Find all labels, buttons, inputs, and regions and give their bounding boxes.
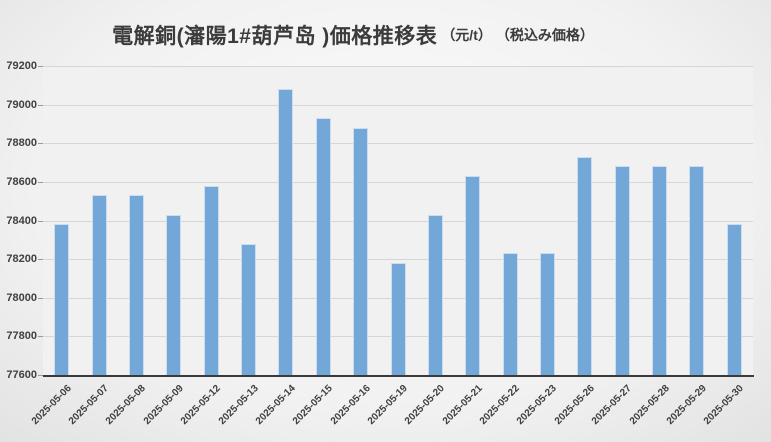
y-axis-tick (38, 66, 43, 67)
x-axis-label-2025-05-16: 2025-05-16 (328, 383, 373, 427)
x-axis-label-2025-05-09: 2025-05-09 (141, 383, 186, 427)
bar-2025-05-13[interactable] (241, 243, 257, 375)
bar-2025-05-21[interactable] (465, 176, 481, 375)
y-axis-label-78200: 78200 (6, 253, 37, 266)
x-axis-label-2025-05-15: 2025-05-15 (291, 383, 336, 427)
bar-2025-05-08[interactable] (128, 195, 144, 375)
bar-2025-05-14[interactable] (278, 89, 294, 375)
y-axis-tick (38, 336, 43, 338)
gridline-y-79000 (43, 104, 753, 106)
y-axis-label-77800: 77800 (6, 330, 37, 343)
bar-2025-05-27[interactable] (614, 166, 630, 375)
bar-2025-05-12[interactable] (203, 185, 219, 375)
bar-2025-05-28[interactable] (652, 166, 668, 375)
y-axis-label-77600: 77600 (6, 369, 37, 381)
bar-2025-05-29[interactable] (689, 166, 705, 375)
x-axis-label-2025-05-13: 2025-05-13 (216, 383, 261, 427)
bar-2025-05-22[interactable] (502, 253, 518, 375)
y-axis-tick (38, 259, 43, 261)
y-axis-tick (38, 181, 43, 183)
bar-2025-05-26[interactable] (577, 156, 593, 375)
x-axis-label-2025-05-20: 2025-05-20 (403, 383, 448, 427)
x-axis-label-2025-05-28: 2025-05-28 (627, 383, 672, 427)
chart-title-unit: （元/t） (441, 27, 492, 43)
x-axis-label-2025-05-06: 2025-05-06 (29, 383, 74, 427)
y-axis-label-78000: 78000 (6, 291, 37, 304)
y-axis-label-79200: 79200 (6, 60, 37, 72)
x-axis-label-2025-05-30: 2025-05-30 (702, 383, 747, 427)
bar-2025-05-07[interactable] (91, 195, 107, 375)
gridline-y-78200 (43, 259, 753, 261)
bar-2025-05-06[interactable] (54, 224, 70, 375)
y-axis-label-78600: 78600 (6, 175, 37, 188)
y-axis-tick (38, 297, 43, 299)
plot-area (43, 66, 753, 375)
bar-2025-05-20[interactable] (427, 214, 443, 375)
y-axis-label-78400: 78400 (6, 214, 37, 227)
bar-2025-05-16[interactable] (353, 127, 369, 375)
x-axis-label-2025-05-08: 2025-05-08 (104, 383, 149, 427)
x-axis-label-2025-05-21: 2025-05-21 (440, 383, 485, 427)
bar-2025-05-30[interactable] (726, 224, 742, 375)
bar-2025-05-19[interactable] (390, 263, 406, 375)
chart-title-tax-note: （税込み価格） (495, 27, 594, 43)
chart-title: 電解銅(瀋陽1#葫芦岛 )価格推移表 （元/t） （税込み価格） (0, 17, 706, 53)
gridline-y-78800 (43, 143, 753, 145)
y-axis-tick (38, 375, 43, 376)
gridline-y-78400 (43, 220, 753, 222)
bar-2025-05-15[interactable] (315, 118, 331, 375)
chart-title-main: 電解銅(瀋陽1#葫芦岛 )価格推移表 (112, 25, 438, 48)
y-axis-tick (38, 220, 43, 222)
x-axis-label-2025-05-23: 2025-05-23 (515, 383, 560, 427)
bar-2025-05-23[interactable] (539, 253, 555, 375)
gridline-y-79200 (43, 66, 753, 67)
y-axis-label-78800: 78800 (6, 137, 37, 150)
y-axis-tick (38, 104, 43, 106)
x-axis-label-2025-05-27: 2025-05-27 (590, 383, 634, 427)
gridline-y-78600 (43, 181, 753, 183)
y-axis-tick (38, 143, 43, 145)
x-axis-line (43, 375, 754, 377)
y-axis-label-79000: 79000 (6, 98, 37, 111)
bar-2025-05-09[interactable] (166, 214, 182, 375)
